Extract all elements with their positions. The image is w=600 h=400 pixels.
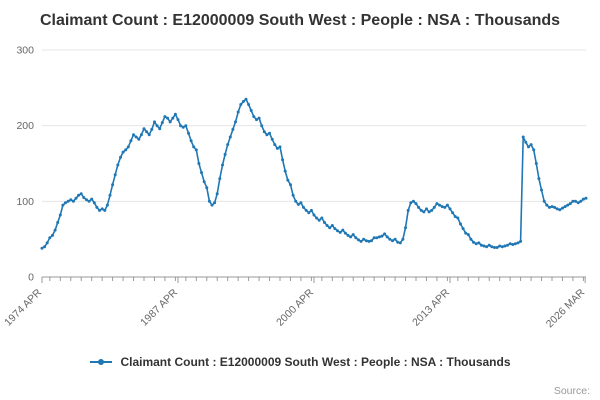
series-line[interactable]	[41, 98, 587, 249]
x-tick-label: 2000 APR	[274, 286, 316, 328]
legend: Claimant Count : E12000009 South West : …	[0, 355, 600, 369]
grid-lines	[42, 49, 586, 278]
legend-line-marker-icon	[90, 359, 113, 365]
y-tick-label: 200	[16, 120, 34, 132]
source-label: Source:	[553, 385, 590, 397]
x-tick-label: 1987 APR	[138, 286, 180, 328]
legend-label: Claimant Count : E12000009 South West : …	[120, 355, 511, 369]
chart-title: Claimant Count : E12000009 South West : …	[39, 12, 561, 29]
legend-item-claimant-count[interactable]: Claimant Count : E12000009 South West : …	[89, 355, 511, 369]
x-tick-label: 1974 APR	[2, 286, 44, 328]
y-tick-label: 0	[28, 271, 34, 283]
y-tick-label: 100	[16, 196, 34, 208]
x-tick-label: 2013 APR	[410, 286, 452, 328]
axis-labels: 0 100 200 300 1974 APR 1987 APR 2000 APR 2013 A…	[2, 44, 587, 330]
series-markers[interactable]	[40, 97, 588, 250]
y-tick-label: 300	[16, 44, 34, 56]
chart-plot-area: 0 100 200 300 1974 APR 1987 APR 2000 APR 2013 A…	[2, 44, 588, 330]
x-tick-label: 2026 MAR	[544, 286, 588, 330]
x-axis-ticks	[41, 276, 586, 283]
